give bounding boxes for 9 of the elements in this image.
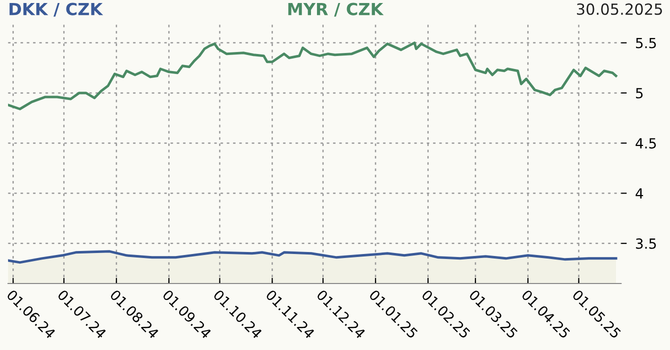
y-tick-label: 4.5 bbox=[636, 138, 656, 149]
text: DKK / CZK bbox=[10, 2, 104, 17]
y-tick-label: 5.5 bbox=[636, 38, 656, 48]
line-series bbox=[8, 42, 618, 110]
y-tick-label: 4 bbox=[636, 188, 644, 199]
y-tick-label: 5 bbox=[636, 88, 643, 98]
text: 30.05.2025 bbox=[576, 3, 662, 15]
series-label: MYR / CZK bbox=[288, 2, 384, 17]
y-tick-label: 3.5 bbox=[636, 238, 656, 249]
